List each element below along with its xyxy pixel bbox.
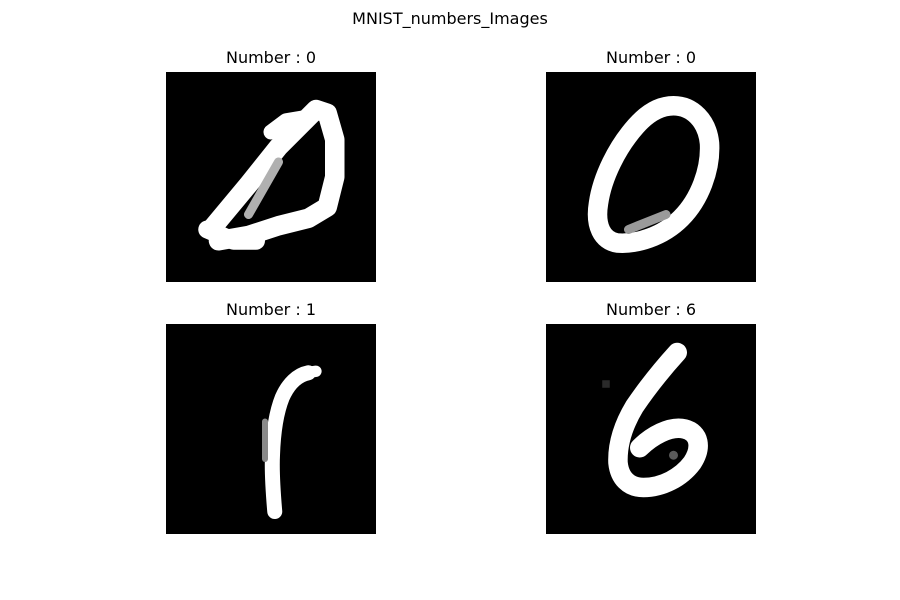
figure-title: MNIST_numbers_Images (352, 9, 548, 28)
digit-image-4 (546, 324, 756, 534)
panel-title-1: Number : 0 (225, 48, 316, 67)
digit-image-3 (166, 324, 376, 534)
panel-title-3: Number : 1 (225, 300, 316, 319)
handwritten-one-icon (262, 365, 322, 519)
panel-title-2: Number : 0 (605, 48, 696, 67)
digit-image-1 (166, 72, 376, 282)
panel-title-4: Number : 6 (605, 300, 696, 319)
handwritten-zero-oval-icon (587, 96, 720, 253)
handwritten-zero-slanted-icon (198, 99, 345, 251)
digit-image-2 (546, 72, 756, 282)
handwritten-six-icon (602, 342, 708, 498)
